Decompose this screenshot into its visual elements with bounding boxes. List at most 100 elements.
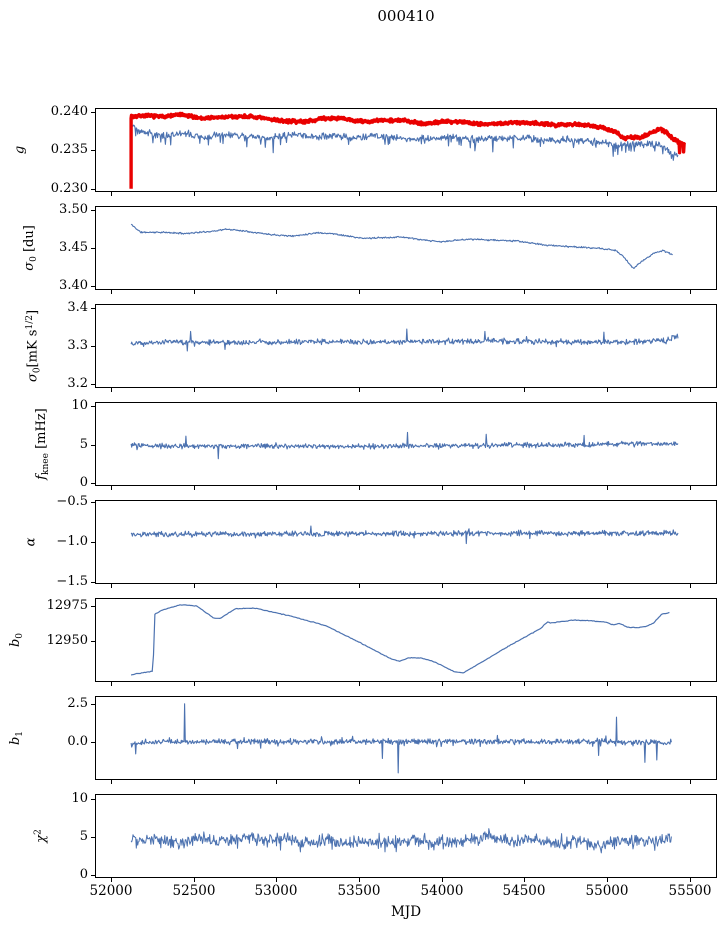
y-tick-mark: [91, 542, 95, 543]
x-tick-mark: [524, 192, 525, 196]
x-tick-mark: [607, 486, 608, 490]
x-tick-mark: [524, 290, 525, 294]
y-axis-label-part: [mHz]: [34, 408, 49, 454]
x-tick-mark: [442, 878, 443, 882]
y-tick-mark: [91, 248, 95, 249]
y-tick-label: 0.240: [50, 104, 88, 119]
x-tick-mark: [359, 486, 360, 490]
y-axis-label-chi2: χ2: [31, 829, 49, 843]
y-tick-label: 3.45: [59, 240, 88, 255]
x-tick-mark: [442, 388, 443, 392]
x-tick-mark: [276, 192, 277, 196]
plot-area-alpha: [130, 525, 679, 545]
y-axis-label-part: σ: [25, 373, 41, 383]
y-tick-label: 0.235: [50, 142, 88, 157]
panel-g: [95, 108, 717, 192]
panel-b1: [95, 696, 717, 780]
y-tick-label: −1.0: [56, 534, 88, 549]
y-axis-label-sigma0-du: σ0 [du]: [22, 225, 42, 271]
x-tick-mark: [111, 388, 112, 392]
x-tick-mark: [690, 682, 691, 686]
y-tick-mark: [91, 483, 95, 484]
y-tick-mark: [91, 189, 95, 190]
x-tick-mark: [194, 192, 195, 196]
x-tick-label: 53000: [254, 883, 298, 899]
x-tick-mark: [607, 878, 608, 882]
x-tick-mark: [276, 388, 277, 392]
x-tick-mark: [524, 388, 525, 392]
x-tick-mark: [359, 584, 360, 588]
y-axis-label-alpha: α: [24, 538, 39, 547]
x-tick-mark: [359, 388, 360, 392]
y-tick-mark: [91, 875, 95, 876]
y-tick-label: −1.5: [56, 574, 88, 589]
x-tick-mark: [607, 584, 608, 588]
x-tick-mark: [690, 780, 691, 784]
series-sigma0-mk: [130, 328, 679, 352]
x-tick-mark: [442, 584, 443, 588]
x-tick-label: 53500: [337, 883, 381, 899]
y-tick-label: 10: [71, 791, 88, 806]
y-axis-label-part: 0: [32, 367, 43, 374]
series-chi2: [130, 828, 672, 854]
y-axis-label-g: g: [13, 146, 28, 154]
x-tick-mark: [276, 486, 277, 490]
x-tick-mark: [524, 486, 525, 490]
y-tick-mark: [91, 799, 95, 800]
y-tick-mark: [91, 384, 95, 385]
x-tick-mark: [359, 290, 360, 294]
panel-alpha: [95, 500, 717, 584]
x-tick-label: 52500: [172, 883, 216, 899]
panel-sigma0-mk: [95, 304, 717, 388]
x-tick-mark: [194, 388, 195, 392]
x-tick-mark: [607, 780, 608, 784]
y-axis-label-part: 0: [29, 256, 39, 262]
x-tick-mark: [111, 486, 112, 490]
series-b1: [130, 703, 672, 774]
y-tick-label: 0: [79, 475, 88, 490]
panel-chi2: [95, 794, 717, 878]
x-tick-mark: [690, 388, 691, 392]
x-tick-label: 52000: [89, 883, 133, 899]
y-tick-label: 3.2: [67, 376, 88, 391]
y-tick-mark: [91, 210, 95, 211]
y-axis-label-b0: b0: [8, 633, 28, 647]
x-tick-mark: [194, 780, 195, 784]
panel-sigma0-du: [95, 206, 717, 290]
x-tick-mark: [442, 486, 443, 490]
y-tick-mark: [91, 742, 95, 743]
plot-area-g: [129, 111, 687, 189]
y-tick-mark: [91, 112, 95, 113]
x-tick-mark: [359, 878, 360, 882]
y-tick-label: 2.5: [67, 696, 88, 711]
x-tick-mark: [690, 584, 691, 588]
x-tick-mark: [607, 290, 608, 294]
x-tick-mark: [194, 290, 195, 294]
x-tick-mark: [276, 682, 277, 686]
x-tick-mark: [111, 780, 112, 784]
y-tick-mark: [91, 704, 95, 705]
y-axis-label-fknee: fknee [mHz]: [34, 408, 54, 480]
y-axis-label-part: σ: [22, 261, 37, 271]
y-axis-label-part: [mK s: [25, 329, 41, 368]
x-tick-mark: [359, 192, 360, 196]
series-g-cal: [129, 111, 687, 189]
y-tick-label: 5: [79, 437, 88, 452]
x-tick-mark: [524, 878, 525, 882]
x-tick-mark: [442, 290, 443, 294]
x-tick-mark: [111, 290, 112, 294]
y-tick-label: 3.50: [59, 202, 88, 217]
x-tick-mark: [111, 192, 112, 196]
y-tick-mark: [91, 308, 95, 309]
x-tick-mark: [111, 584, 112, 588]
x-tick-mark: [276, 878, 277, 882]
y-tick-label: 5: [79, 829, 88, 844]
x-tick-label: 54500: [502, 883, 546, 899]
plot-area-sigma0-du: [130, 223, 673, 269]
x-tick-mark: [524, 780, 525, 784]
y-axis-label-part: 1/2: [24, 315, 35, 330]
series-fknee: [130, 431, 679, 460]
y-axis-label-part: 0: [15, 632, 25, 639]
x-tick-mark: [607, 192, 608, 196]
